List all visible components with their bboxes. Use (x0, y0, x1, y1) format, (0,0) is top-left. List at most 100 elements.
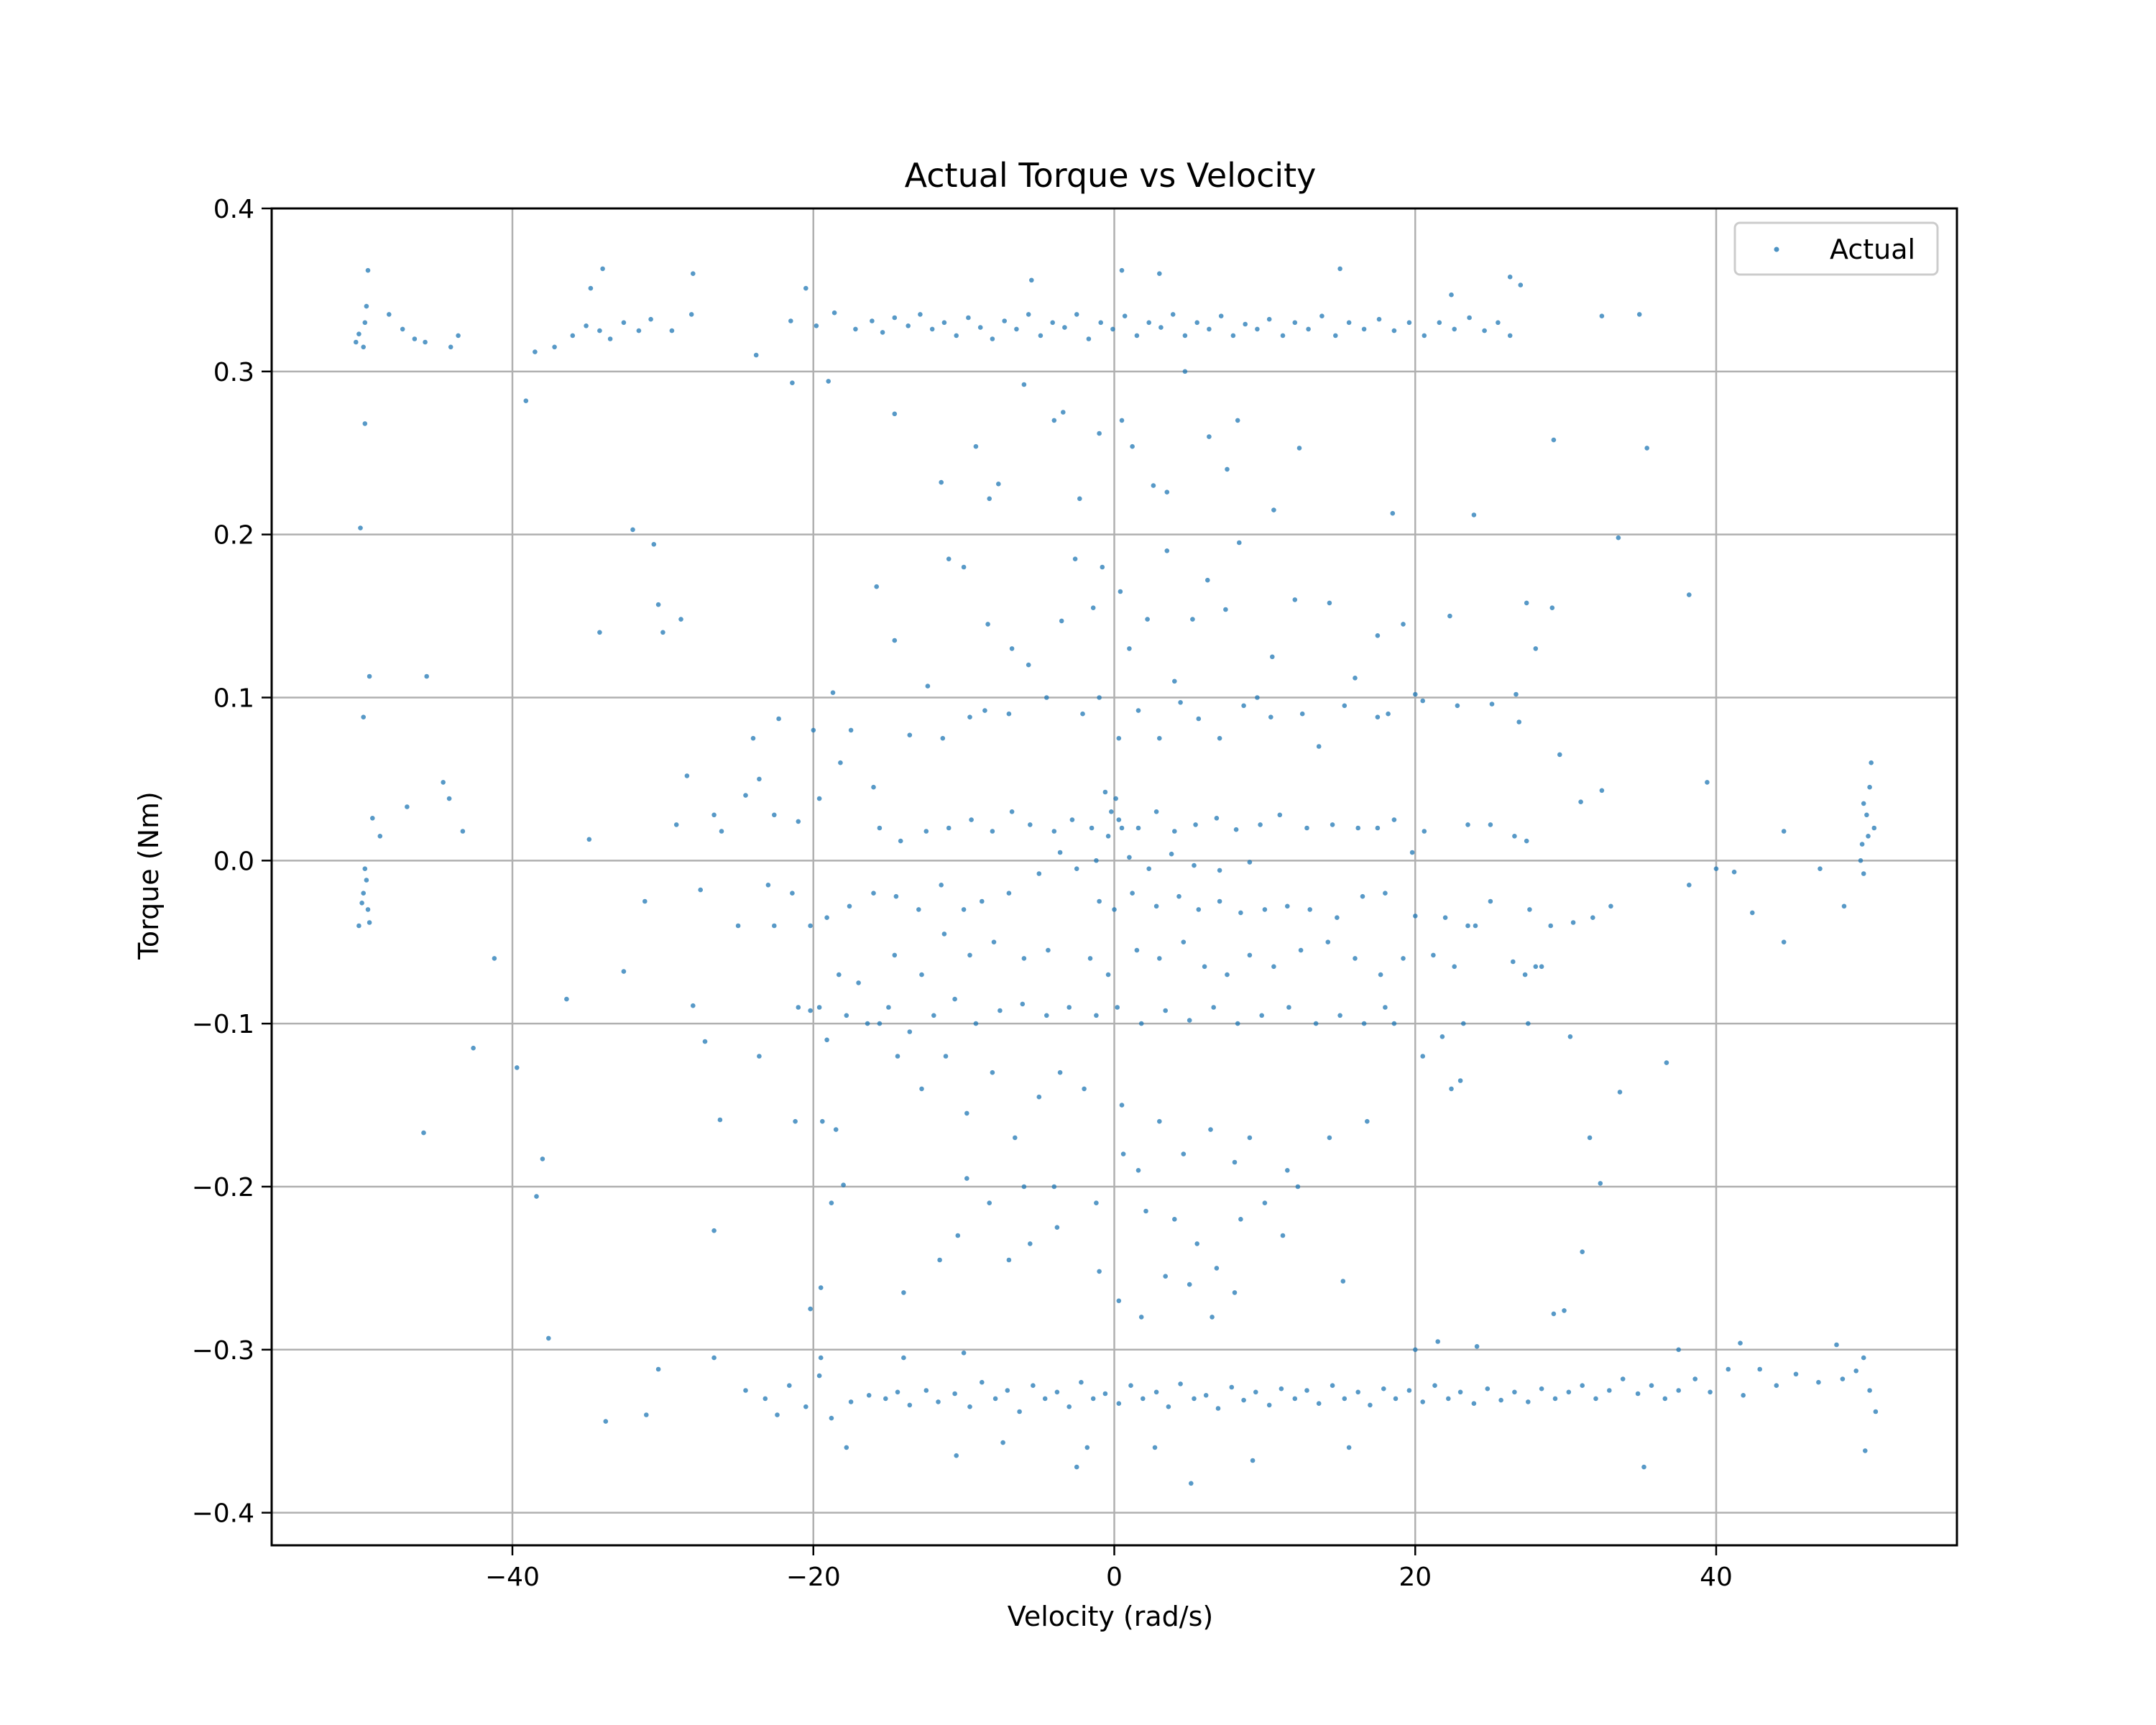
data-point (1193, 822, 1198, 827)
data-point (1138, 1315, 1144, 1320)
data-point (1020, 1001, 1026, 1007)
data-point (1473, 923, 1478, 929)
data-point (1524, 838, 1529, 844)
data-point (1157, 956, 1162, 961)
data-point (1182, 369, 1188, 374)
data-point (1375, 633, 1381, 638)
data-point (1187, 1282, 1192, 1287)
data-point (1335, 915, 1340, 920)
data-point (1217, 898, 1222, 904)
data-point (1110, 326, 1115, 332)
data-point (946, 825, 952, 831)
data-point (1044, 695, 1049, 700)
data-point (1365, 1118, 1370, 1124)
data-point (1306, 326, 1311, 332)
data-point (1608, 903, 1613, 909)
data-point (1116, 817, 1122, 822)
data-point (1590, 915, 1595, 920)
data-point (1587, 1135, 1593, 1141)
data-point (1422, 829, 1427, 834)
data-point (564, 996, 569, 1002)
data-point (1507, 333, 1513, 339)
data-point (1859, 842, 1865, 847)
data-point (1280, 333, 1286, 339)
data-point (848, 727, 854, 733)
data-point (1009, 646, 1015, 651)
data-point (743, 793, 748, 798)
data-point (1036, 1094, 1042, 1100)
data-point (1853, 1368, 1858, 1374)
x-tick-label: 20 (1399, 1563, 1432, 1592)
data-point (586, 837, 592, 842)
data-point (1105, 972, 1111, 978)
data-point (1241, 1397, 1246, 1403)
data-point (1580, 1249, 1585, 1254)
data-point (925, 684, 931, 689)
data-point (1316, 1401, 1322, 1406)
data-point (1247, 952, 1253, 958)
data-point (1567, 1034, 1573, 1039)
x-axis-label: Velocity (rad/s) (1008, 1601, 1213, 1632)
data-point (870, 318, 875, 323)
data-point (1325, 939, 1331, 944)
data-point (982, 708, 987, 713)
data-point (1512, 1389, 1517, 1395)
data-point (952, 996, 957, 1002)
data-point (969, 817, 974, 822)
data-point (1127, 855, 1132, 860)
data-point (1401, 622, 1406, 627)
data-point (1042, 1396, 1048, 1402)
data-point (364, 878, 369, 883)
data-point (400, 326, 405, 332)
data-point (1130, 443, 1135, 449)
data-point (1662, 1396, 1668, 1402)
data-point (523, 398, 529, 403)
data-point (877, 825, 883, 831)
data-point (941, 932, 947, 937)
y-axis-ticks: −0.4 −0.3 −0.2 −0.1 0.0 0.1 0.2 0.3 0.4 (192, 195, 272, 1529)
data-point (1741, 1393, 1746, 1398)
data-point (1471, 512, 1477, 518)
data-point (1496, 320, 1501, 326)
data-point (1187, 1018, 1192, 1023)
data-point (1247, 1135, 1253, 1141)
data-point (1522, 972, 1528, 978)
data-point (1593, 1396, 1598, 1402)
data-point (1021, 1184, 1027, 1190)
data-point (684, 773, 690, 778)
data-point (607, 336, 613, 341)
data-point (866, 1393, 872, 1398)
data-point (1000, 1440, 1005, 1445)
data-point (1409, 850, 1415, 855)
data-point (1516, 719, 1521, 724)
data-point (1431, 952, 1436, 958)
data-point (1864, 812, 1869, 818)
x-tick-label: 40 (1700, 1563, 1733, 1592)
data-point (1014, 326, 1019, 332)
data-point (1158, 325, 1164, 330)
data-point (1152, 1445, 1158, 1450)
data-point (1313, 1021, 1319, 1026)
data-point (1635, 1391, 1641, 1397)
data-point (824, 915, 829, 920)
data-point (1277, 812, 1283, 818)
data-point (1676, 1347, 1681, 1353)
data-point (844, 1013, 849, 1018)
data-point (1189, 1481, 1194, 1486)
data-point (1420, 1054, 1425, 1059)
data-point (361, 344, 367, 350)
data-point (1304, 1388, 1309, 1393)
data-point (711, 812, 717, 818)
data-point (1376, 316, 1382, 322)
data-point (1268, 714, 1273, 719)
data-point (757, 776, 762, 782)
data-point (1705, 780, 1710, 785)
data-point (365, 267, 371, 273)
data-point (1262, 1200, 1268, 1205)
data-point (1153, 809, 1159, 814)
data-point (1235, 418, 1240, 423)
data-point (1203, 1393, 1209, 1398)
data-point (1687, 883, 1692, 888)
data-point (367, 673, 372, 679)
data-point (1566, 1389, 1572, 1395)
